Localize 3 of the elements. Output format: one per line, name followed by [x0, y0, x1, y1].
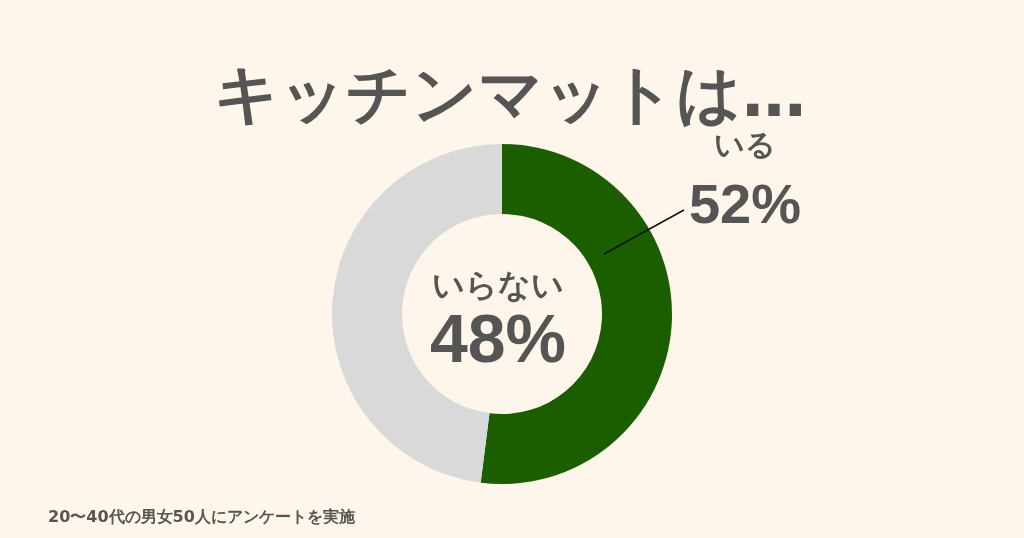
slice-label: いらない [432, 266, 564, 304]
data-label: 52% [688, 172, 802, 235]
text: 20〜40代の男女50人にアンケートを実施 [48, 507, 356, 526]
